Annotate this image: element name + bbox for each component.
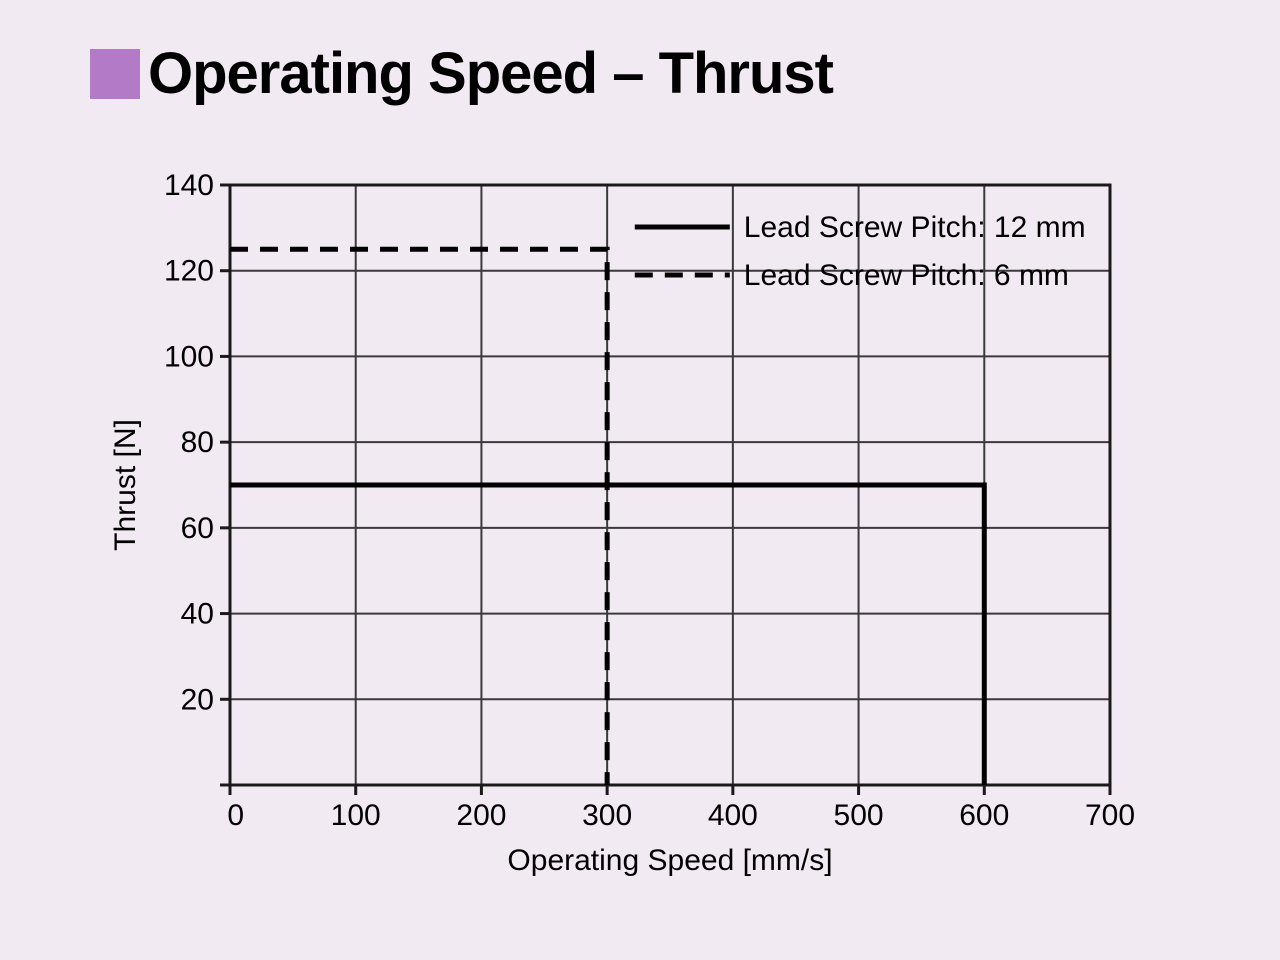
- x-tick-label: 600: [959, 799, 1009, 832]
- chart-title: Operating Speed – Thrust: [148, 40, 833, 107]
- y-tick-label: 100: [164, 340, 214, 373]
- y-tick-label: 20: [181, 683, 214, 716]
- y-tick-label: 140: [164, 169, 214, 202]
- x-tick-label: 300: [582, 799, 632, 832]
- y-tick-label: 80: [181, 426, 214, 459]
- x-tick-label: 0: [227, 799, 244, 832]
- y-tick-label: 120: [164, 255, 214, 288]
- y-tick-label: 40: [181, 598, 214, 631]
- thrust-speed-chart: 0 100 200 300 400 500 600 700 20 40 60 80 100 120 140 O…: [90, 165, 1190, 925]
- y-axis-label: Thrust [N]: [109, 419, 142, 551]
- x-tick-label: 100: [331, 799, 381, 832]
- x-tick-label: 400: [708, 799, 758, 832]
- x-tick-label: 200: [456, 799, 506, 832]
- chart-title-row: Operating Speed – Thrust: [0, 0, 1280, 107]
- x-tick-label: 700: [1085, 799, 1135, 832]
- y-tick-label: 60: [181, 512, 214, 545]
- x-tick-label: 500: [834, 799, 884, 832]
- title-bullet: [90, 49, 140, 99]
- x-axis-label: Operating Speed [mm/s]: [507, 844, 832, 877]
- legend-label: Lead Screw Pitch: 12 mm: [744, 211, 1086, 244]
- legend-label: Lead Screw Pitch: 6 mm: [744, 259, 1069, 292]
- series-line: [230, 249, 607, 785]
